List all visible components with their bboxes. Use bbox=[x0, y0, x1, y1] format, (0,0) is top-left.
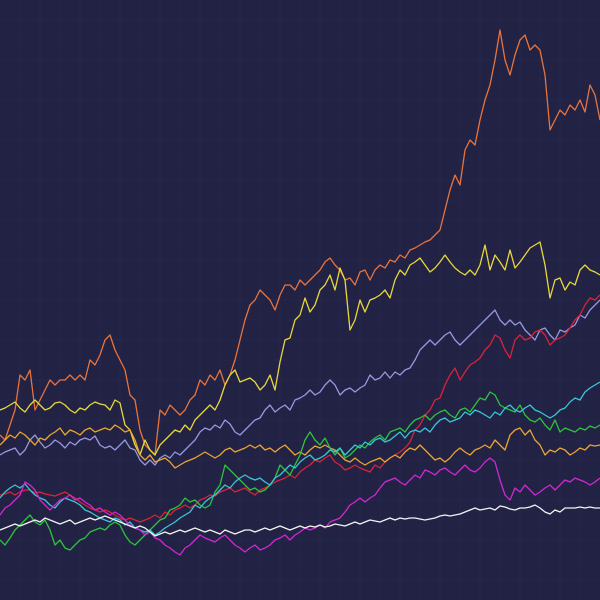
series-line-9 bbox=[0, 504, 600, 537]
series-line-8 bbox=[0, 457, 600, 556]
series-line-5 bbox=[0, 424, 600, 469]
chart-series-group bbox=[0, 29, 600, 556]
series-line-2 bbox=[0, 241, 600, 456]
series-line-1 bbox=[0, 29, 600, 456]
series-line-4 bbox=[0, 294, 600, 523]
series-line-3 bbox=[0, 299, 600, 466]
series-line-6 bbox=[0, 391, 600, 551]
